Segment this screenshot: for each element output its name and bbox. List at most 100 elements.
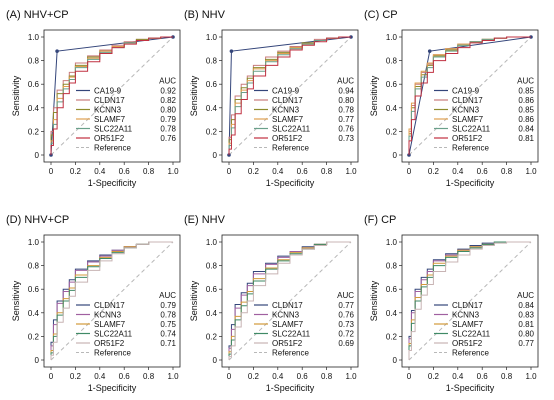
x-tick-label: 0.4: [272, 372, 284, 381]
x-tick-label: 0.6: [119, 167, 131, 176]
legend-label: CLDN17: [94, 301, 125, 310]
legend-auc: 0.77: [338, 301, 354, 310]
legend-auc: 0.69: [338, 339, 354, 348]
x-tick-label: 0.4: [272, 167, 284, 176]
y-tick-label: 0.8: [206, 262, 218, 271]
x-tick-label: 0.6: [477, 372, 489, 381]
roc-panel-2: (B) NHV 00 0.2 0.2 0.4 0.4 0.6 0.6 0.8 0.8 1.0 1.0 1…: [184, 9, 359, 188]
legend-auc: 0.78: [160, 311, 176, 320]
legend-label: CA19-9: [452, 87, 480, 96]
plot-frame: [401, 29, 539, 163]
reference-line: [50, 241, 174, 361]
x-tick-label: 0.4: [94, 372, 106, 381]
legend-label: CLDN17: [452, 301, 483, 310]
legend-auc: 0.81: [518, 320, 534, 329]
y-tick-label: 0: [213, 356, 218, 365]
x-tick-label: 1.0: [167, 372, 179, 381]
y-tick-label: 0.2: [386, 127, 398, 136]
legend-auc: 0.79: [160, 115, 176, 124]
legend-auc: 0.80: [518, 330, 534, 339]
roc-point: [229, 49, 234, 53]
x-tick-label: 0.2: [70, 167, 82, 176]
y-tick-label: 1.0: [206, 238, 218, 247]
x-tick-label: 0: [49, 372, 54, 381]
legend-auc: 0.76: [338, 125, 354, 134]
legend-label: KCNN3: [452, 311, 480, 320]
legend-label-reference: Reference: [452, 349, 489, 358]
roc-curve-or51f2: [50, 241, 173, 360]
y-tick-label: 0.4: [386, 104, 398, 113]
y-tick-label: 0.8: [386, 262, 398, 271]
plot-frame: [221, 234, 359, 368]
legend-label: SLAMF7: [272, 320, 304, 329]
y-axis-label: Sensitivity: [369, 280, 379, 321]
y-tick-label: 0: [35, 356, 40, 365]
auc-header: AUC: [159, 291, 176, 300]
y-tick-label: 0.6: [386, 80, 398, 89]
legend-label: CA19-9: [272, 87, 300, 96]
roc-panel-6: (F) CP 00 0.2 0.2 0.4 0.4 0.6 0.6 0.8 0.8 1.0 1.0 1-…: [364, 214, 539, 393]
legend-auc: 0.92: [160, 87, 176, 96]
x-tick-label: 1.0: [345, 372, 357, 381]
y-tick-label: 0.8: [386, 57, 398, 66]
y-tick-label: 1.0: [386, 33, 398, 42]
y-tick-label: 0.8: [28, 262, 40, 271]
legend-label: CLDN17: [272, 96, 303, 105]
y-tick-label: 0.8: [28, 57, 40, 66]
legend-label: OR51F2: [94, 134, 125, 143]
legend-label: SLAMF7: [452, 115, 484, 124]
x-tick-label: 0.6: [297, 167, 309, 176]
roc-point: [427, 49, 432, 53]
legend-auc: 0.80: [338, 96, 354, 105]
y-axis-label: Sensitivity: [11, 75, 21, 116]
x-tick-label: 0.8: [321, 372, 333, 381]
legend-label: SLC22A11: [272, 125, 311, 134]
x-tick-label: 1.0: [167, 167, 179, 176]
y-tick-label: 0.4: [206, 309, 218, 318]
legend-auc: 0.80: [160, 106, 176, 115]
y-tick-label: 0.6: [28, 285, 40, 294]
legend-auc: 0.76: [338, 311, 354, 320]
panel-title: (C) CP: [364, 9, 398, 21]
legend-auc: 0.83: [518, 311, 534, 320]
x-tick-label: 0.4: [94, 167, 106, 176]
x-axis-label: 1-Specificity: [266, 383, 315, 393]
legend-label: CLDN17: [94, 96, 125, 105]
legend-auc: 0.74: [160, 330, 176, 339]
legend-auc: 0.73: [338, 320, 354, 329]
legend-label: OR51F2: [452, 134, 483, 143]
x-tick-label: 0: [407, 167, 412, 176]
y-tick-label: 0.2: [206, 127, 218, 136]
y-axis-label: Sensitivity: [11, 280, 21, 321]
x-tick-label: 0.2: [248, 167, 260, 176]
legend-label-reference: Reference: [272, 144, 309, 153]
panel-title: (B) NHV: [184, 9, 226, 21]
y-axis-label: Sensitivity: [369, 75, 379, 116]
legend-label: SLC22A11: [94, 330, 133, 339]
x-tick-label: 1.0: [525, 167, 537, 176]
y-tick-label: 0.4: [28, 309, 40, 318]
reference-line: [228, 36, 352, 156]
x-tick-label: 0: [49, 167, 54, 176]
legend-label: KCNN3: [272, 106, 300, 115]
panel-title: (F) CP: [364, 214, 396, 226]
y-tick-label: 0.2: [206, 332, 218, 341]
x-axis-label: 1-Specificity: [266, 178, 315, 188]
legend-auc: 0.82: [160, 96, 176, 105]
legend-auc: 0.84: [518, 125, 534, 134]
x-tick-label: 0.8: [143, 372, 155, 381]
legend-label-reference: Reference: [94, 144, 131, 153]
panel-title: (D) NHV+CP: [6, 214, 69, 226]
y-tick-label: 0.6: [206, 285, 218, 294]
legend-auc: 0.76: [160, 134, 176, 143]
legend-auc: 0.73: [338, 134, 354, 143]
y-tick-label: 0.4: [28, 104, 40, 113]
y-tick-label: 0: [35, 151, 40, 160]
legend-auc: 0.72: [338, 330, 354, 339]
legend-label: OR51F2: [272, 134, 303, 143]
x-tick-label: 0.2: [428, 167, 440, 176]
legend-auc: 0.86: [518, 96, 534, 105]
legend-label: SLC22A11: [94, 125, 133, 134]
legend-label: KCNN3: [94, 106, 122, 115]
x-tick-label: 0.8: [143, 167, 155, 176]
